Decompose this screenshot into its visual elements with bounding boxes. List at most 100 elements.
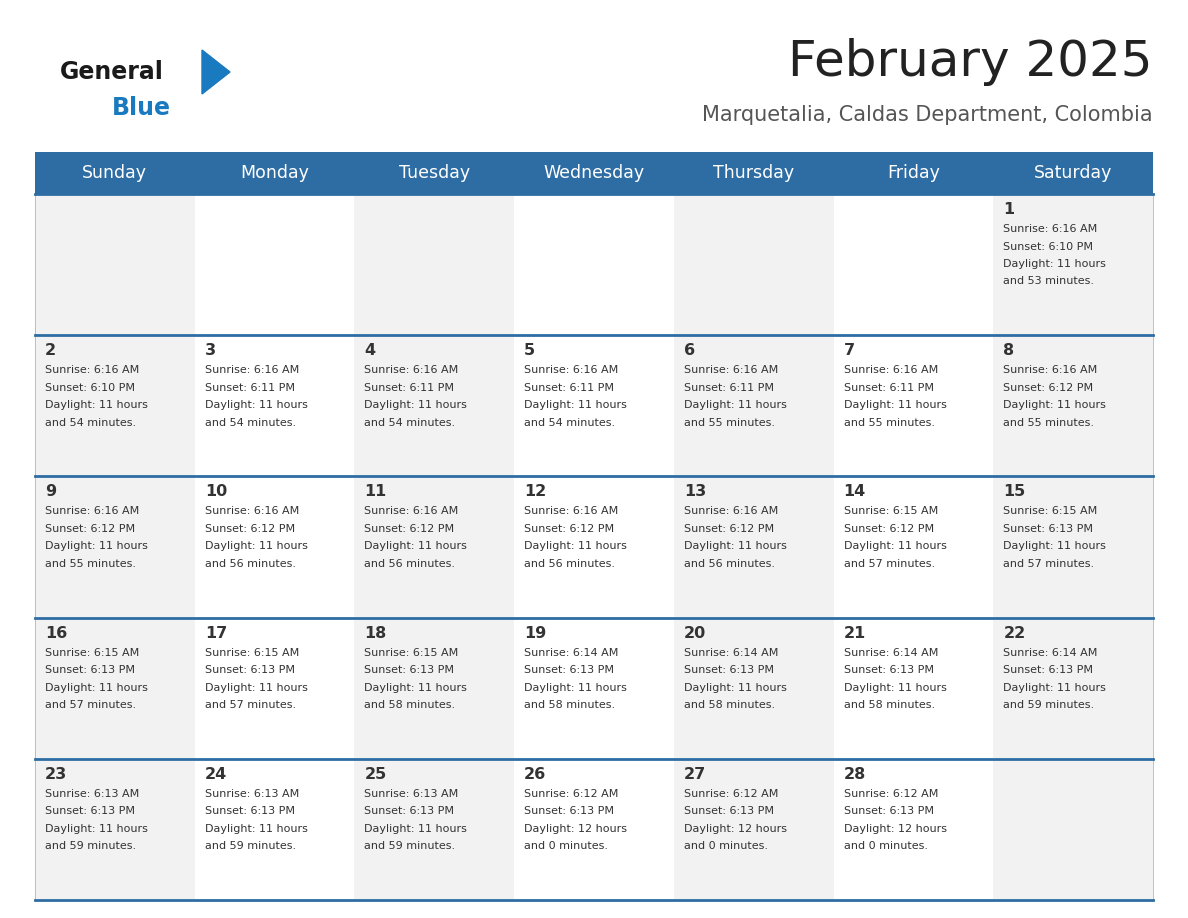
Bar bbox=[674, 618, 834, 759]
Text: Daylight: 11 hours: Daylight: 11 hours bbox=[843, 542, 947, 552]
Bar bbox=[514, 194, 674, 335]
Text: Sunset: 6:13 PM: Sunset: 6:13 PM bbox=[365, 666, 455, 675]
Text: Sunrise: 6:16 AM: Sunrise: 6:16 AM bbox=[365, 365, 459, 375]
Bar bbox=[354, 152, 514, 194]
Bar bbox=[34, 152, 195, 194]
Text: 18: 18 bbox=[365, 625, 386, 641]
Text: Sunset: 6:11 PM: Sunset: 6:11 PM bbox=[684, 383, 773, 393]
Text: 28: 28 bbox=[843, 767, 866, 782]
Text: and 54 minutes.: and 54 minutes. bbox=[365, 418, 455, 428]
Text: Sunrise: 6:16 AM: Sunrise: 6:16 AM bbox=[524, 365, 619, 375]
Text: and 54 minutes.: and 54 minutes. bbox=[45, 418, 137, 428]
Text: Sunrise: 6:12 AM: Sunrise: 6:12 AM bbox=[843, 789, 939, 799]
Text: Daylight: 11 hours: Daylight: 11 hours bbox=[684, 683, 786, 692]
Bar bbox=[354, 759, 514, 900]
Text: Sunset: 6:13 PM: Sunset: 6:13 PM bbox=[204, 666, 295, 675]
Text: and 55 minutes.: and 55 minutes. bbox=[843, 418, 935, 428]
Text: 21: 21 bbox=[843, 625, 866, 641]
Text: Daylight: 11 hours: Daylight: 11 hours bbox=[1004, 400, 1106, 410]
Text: 1: 1 bbox=[1004, 202, 1015, 217]
Text: Sunrise: 6:16 AM: Sunrise: 6:16 AM bbox=[684, 365, 778, 375]
Bar bbox=[834, 335, 993, 476]
Text: Sunrise: 6:16 AM: Sunrise: 6:16 AM bbox=[45, 365, 139, 375]
Text: Daylight: 11 hours: Daylight: 11 hours bbox=[45, 683, 147, 692]
Text: Sunset: 6:10 PM: Sunset: 6:10 PM bbox=[1004, 241, 1093, 252]
Text: Sunrise: 6:14 AM: Sunrise: 6:14 AM bbox=[843, 647, 939, 657]
Bar bbox=[674, 476, 834, 618]
Bar bbox=[514, 476, 674, 618]
Text: Sunset: 6:12 PM: Sunset: 6:12 PM bbox=[843, 524, 934, 534]
Bar bbox=[993, 618, 1154, 759]
Text: and 56 minutes.: and 56 minutes. bbox=[365, 559, 455, 569]
Bar bbox=[195, 476, 354, 618]
Text: Sunrise: 6:14 AM: Sunrise: 6:14 AM bbox=[524, 647, 619, 657]
Bar bbox=[195, 194, 354, 335]
Text: Sunrise: 6:15 AM: Sunrise: 6:15 AM bbox=[204, 647, 299, 657]
Text: Sunset: 6:11 PM: Sunset: 6:11 PM bbox=[365, 383, 455, 393]
Text: and 59 minutes.: and 59 minutes. bbox=[45, 841, 137, 851]
Text: Sunrise: 6:15 AM: Sunrise: 6:15 AM bbox=[365, 647, 459, 657]
Text: and 56 minutes.: and 56 minutes. bbox=[524, 559, 615, 569]
Text: Sunset: 6:11 PM: Sunset: 6:11 PM bbox=[843, 383, 934, 393]
Text: Daylight: 11 hours: Daylight: 11 hours bbox=[45, 823, 147, 834]
Text: 12: 12 bbox=[524, 485, 546, 499]
Text: Sunrise: 6:16 AM: Sunrise: 6:16 AM bbox=[365, 507, 459, 517]
Text: Sunset: 6:13 PM: Sunset: 6:13 PM bbox=[524, 666, 614, 675]
Text: Sunrise: 6:12 AM: Sunrise: 6:12 AM bbox=[684, 789, 778, 799]
Text: Sunrise: 6:16 AM: Sunrise: 6:16 AM bbox=[1004, 365, 1098, 375]
Text: 10: 10 bbox=[204, 485, 227, 499]
Text: Daylight: 11 hours: Daylight: 11 hours bbox=[1004, 259, 1106, 269]
Polygon shape bbox=[202, 50, 230, 94]
Text: Daylight: 11 hours: Daylight: 11 hours bbox=[365, 400, 467, 410]
Text: Blue: Blue bbox=[112, 96, 171, 120]
Text: Tuesday: Tuesday bbox=[399, 164, 469, 182]
Text: and 0 minutes.: and 0 minutes. bbox=[684, 841, 767, 851]
Text: 17: 17 bbox=[204, 625, 227, 641]
Text: Sunset: 6:11 PM: Sunset: 6:11 PM bbox=[204, 383, 295, 393]
Text: and 55 minutes.: and 55 minutes. bbox=[45, 559, 135, 569]
Text: Sunrise: 6:13 AM: Sunrise: 6:13 AM bbox=[204, 789, 299, 799]
Text: 5: 5 bbox=[524, 343, 536, 358]
Text: and 59 minutes.: and 59 minutes. bbox=[1004, 700, 1094, 711]
Text: Sunset: 6:12 PM: Sunset: 6:12 PM bbox=[1004, 383, 1093, 393]
Bar bbox=[993, 194, 1154, 335]
Text: and 57 minutes.: and 57 minutes. bbox=[843, 559, 935, 569]
Bar bbox=[195, 335, 354, 476]
Text: and 57 minutes.: and 57 minutes. bbox=[204, 700, 296, 711]
Text: Daylight: 11 hours: Daylight: 11 hours bbox=[365, 683, 467, 692]
Text: Daylight: 11 hours: Daylight: 11 hours bbox=[45, 542, 147, 552]
Text: Daylight: 11 hours: Daylight: 11 hours bbox=[843, 683, 947, 692]
Text: 4: 4 bbox=[365, 343, 375, 358]
Text: Daylight: 11 hours: Daylight: 11 hours bbox=[45, 400, 147, 410]
Text: Sunset: 6:12 PM: Sunset: 6:12 PM bbox=[45, 524, 135, 534]
Text: 20: 20 bbox=[684, 625, 706, 641]
Text: Sunrise: 6:16 AM: Sunrise: 6:16 AM bbox=[843, 365, 937, 375]
Text: 3: 3 bbox=[204, 343, 216, 358]
Text: Daylight: 12 hours: Daylight: 12 hours bbox=[684, 823, 786, 834]
Text: and 54 minutes.: and 54 minutes. bbox=[524, 418, 615, 428]
Text: 27: 27 bbox=[684, 767, 706, 782]
Text: 24: 24 bbox=[204, 767, 227, 782]
Bar bbox=[674, 335, 834, 476]
Text: Daylight: 11 hours: Daylight: 11 hours bbox=[684, 400, 786, 410]
Text: Sunset: 6:11 PM: Sunset: 6:11 PM bbox=[524, 383, 614, 393]
Text: and 58 minutes.: and 58 minutes. bbox=[843, 700, 935, 711]
Bar bbox=[34, 476, 195, 618]
Text: Daylight: 11 hours: Daylight: 11 hours bbox=[1004, 683, 1106, 692]
Bar bbox=[34, 335, 195, 476]
Text: Sunrise: 6:16 AM: Sunrise: 6:16 AM bbox=[1004, 224, 1098, 234]
Text: Sunset: 6:12 PM: Sunset: 6:12 PM bbox=[204, 524, 295, 534]
Text: 25: 25 bbox=[365, 767, 386, 782]
Bar bbox=[674, 759, 834, 900]
Text: Sunset: 6:12 PM: Sunset: 6:12 PM bbox=[365, 524, 455, 534]
Bar bbox=[834, 476, 993, 618]
Text: and 57 minutes.: and 57 minutes. bbox=[45, 700, 137, 711]
Bar bbox=[834, 618, 993, 759]
Text: Sunday: Sunday bbox=[82, 164, 147, 182]
Text: Sunset: 6:12 PM: Sunset: 6:12 PM bbox=[684, 524, 775, 534]
Text: Daylight: 11 hours: Daylight: 11 hours bbox=[524, 400, 627, 410]
Text: Sunrise: 6:16 AM: Sunrise: 6:16 AM bbox=[684, 507, 778, 517]
Text: and 56 minutes.: and 56 minutes. bbox=[684, 559, 775, 569]
Text: Wednesday: Wednesday bbox=[543, 164, 645, 182]
Bar bbox=[834, 194, 993, 335]
